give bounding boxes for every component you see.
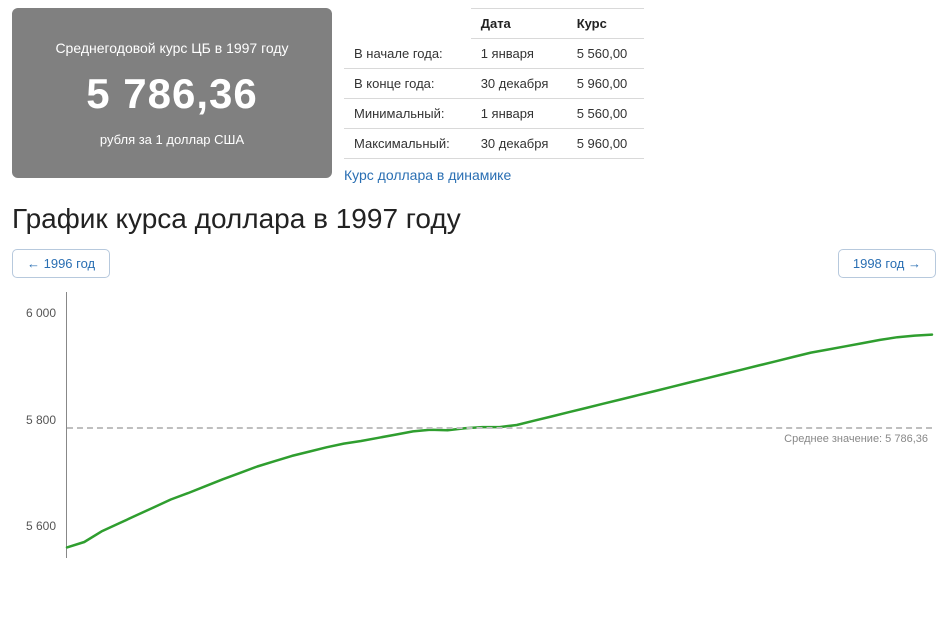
y-tick-label: 5 800 <box>12 413 56 427</box>
chart-heading: График курса доллара в 1997 году <box>12 203 936 235</box>
row-date: 1 января <box>471 39 567 69</box>
th-date: Дата <box>471 9 567 39</box>
chart-area: Среднее значение: 5 786,36 5 600 5 800 6 0… <box>12 288 932 558</box>
dynamics-link[interactable]: Курс доллара в динамике <box>344 167 936 183</box>
card-title: Среднегодовой курс ЦБ в 1997 году <box>22 40 322 56</box>
card-value: 5 786,36 <box>22 70 322 118</box>
row-label: Максимальный: <box>344 129 471 159</box>
th-blank <box>344 9 471 39</box>
row-date: 30 декабря <box>471 129 567 159</box>
table-row: В начале года:1 января5 560,00 <box>344 39 644 69</box>
row-label: В начале года: <box>344 39 471 69</box>
table-row: Максимальный:30 декабря5 960,00 <box>344 129 644 159</box>
average-guideline-label: Среднее значение: 5 786,36 <box>780 433 928 445</box>
table-row: Минимальный:1 января5 560,00 <box>344 99 644 129</box>
th-rate: Курс <box>567 9 644 39</box>
row-date: 1 января <box>471 99 567 129</box>
row-label: В конце года: <box>344 69 471 99</box>
y-tick-label: 6 000 <box>12 306 56 320</box>
card-subtitle: рубля за 1 доллар США <box>22 132 322 147</box>
table-header-row: Дата Курс <box>344 9 644 39</box>
average-guideline: Среднее значение: 5 786,36 <box>67 427 932 429</box>
stats-table: Дата Курс В начале года:1 января5 560,00… <box>344 8 644 159</box>
row-date: 30 декабря <box>471 69 567 99</box>
prev-year-button[interactable]: ← 1996 год <box>12 249 110 278</box>
table-row: В конце года:30 декабря5 960,00 <box>344 69 644 99</box>
average-rate-card: Среднегодовой курс ЦБ в 1997 году 5 786,… <box>12 8 332 178</box>
row-rate: 5 560,00 <box>567 99 644 129</box>
row-rate: 5 960,00 <box>567 129 644 159</box>
row-label: Минимальный: <box>344 99 471 129</box>
y-tick-label: 5 600 <box>12 519 56 533</box>
stats-table-wrap: Дата Курс В начале года:1 января5 560,00… <box>344 8 936 183</box>
line-series <box>67 292 932 558</box>
row-rate: 5 960,00 <box>567 69 644 99</box>
next-year-button[interactable]: 1998 год → <box>838 249 936 278</box>
row-rate: 5 560,00 <box>567 39 644 69</box>
